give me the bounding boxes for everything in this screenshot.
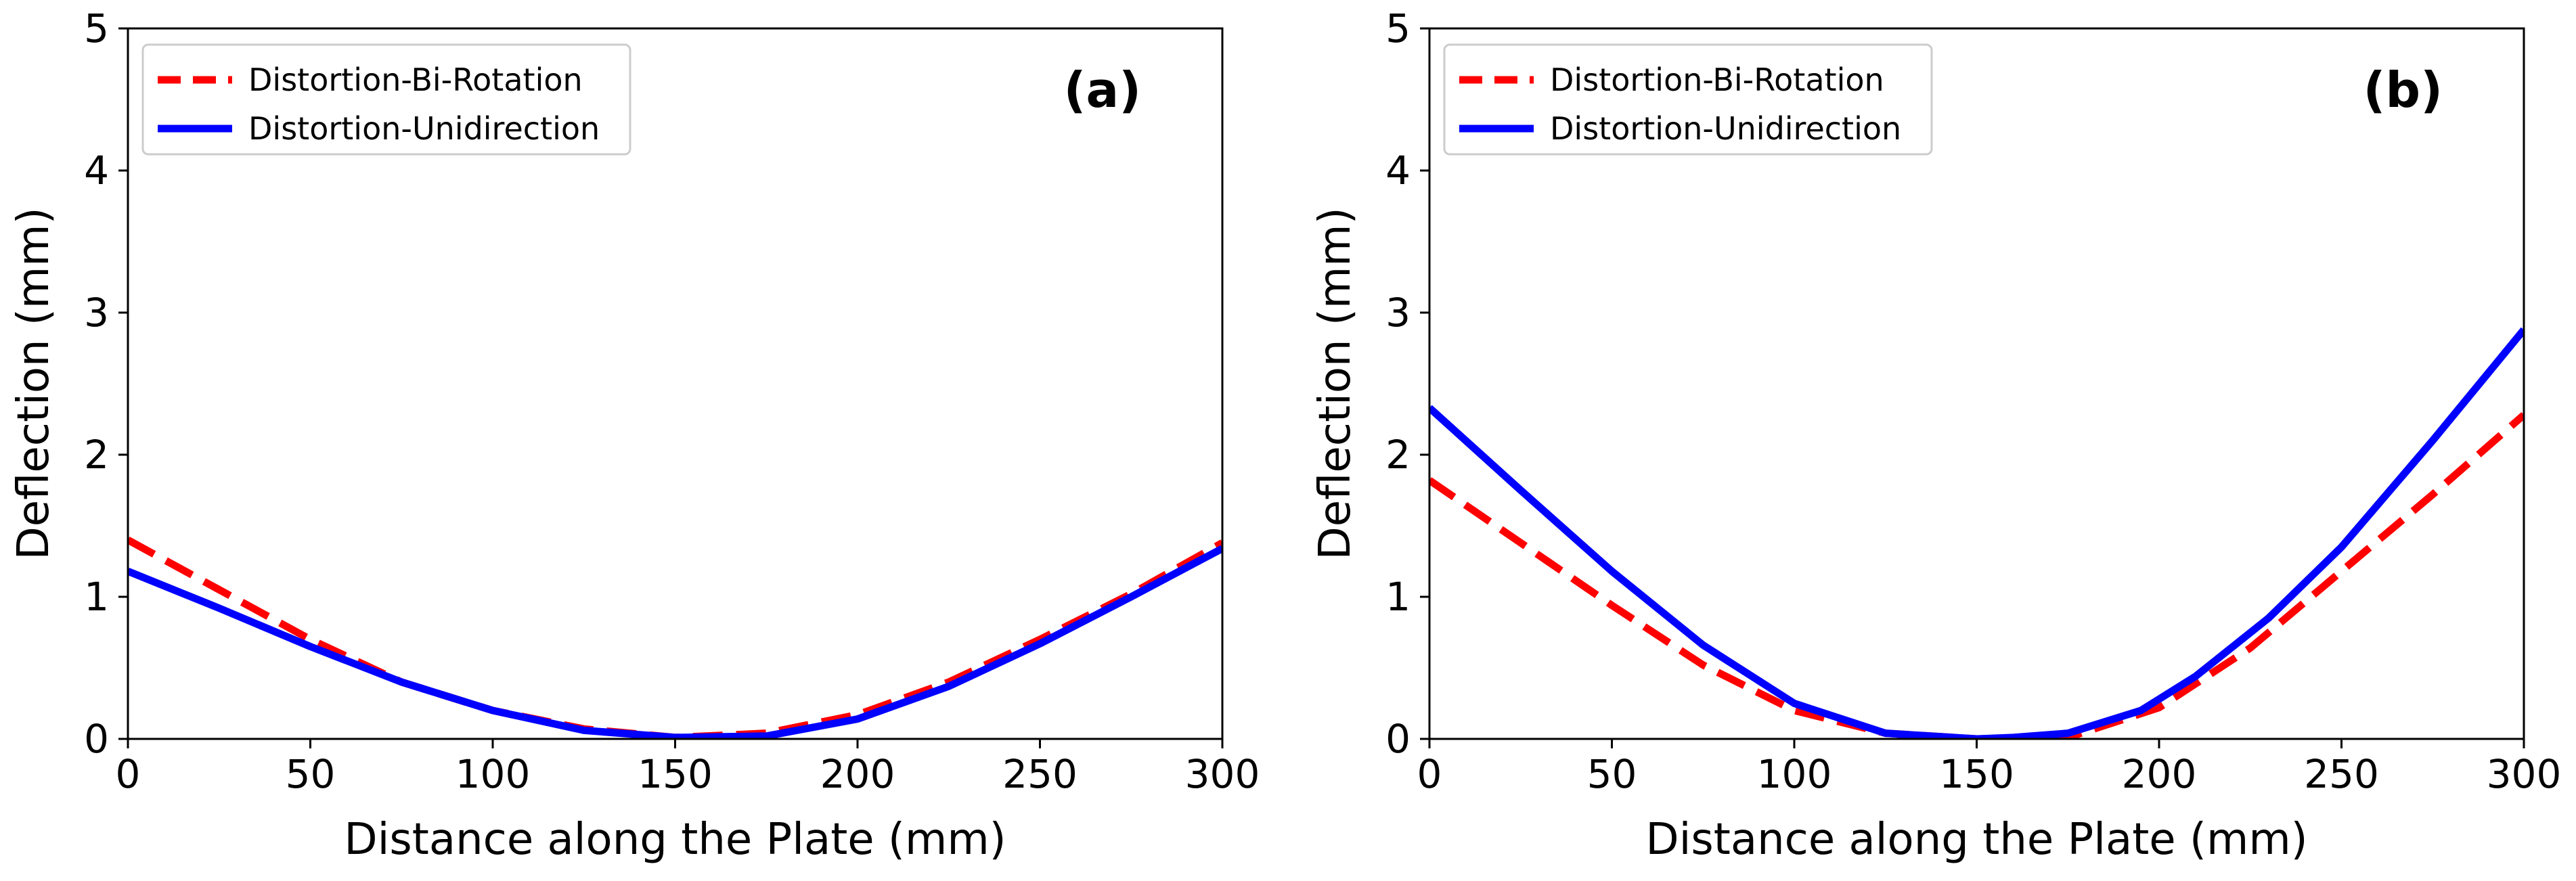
panel-label: (a) [1064,62,1141,118]
x-tick-label: 200 [820,751,895,797]
y-tick-label: 2 [84,432,109,478]
y-tick-label: 2 [1385,432,1411,478]
x-tick-label: 50 [1587,751,1637,797]
x-tick-label: 0 [116,751,141,797]
x-tick-label: 150 [638,751,713,797]
y-tick-label: 3 [84,290,109,336]
y-tick-label: 4 [1385,148,1411,194]
y-tick-label: 3 [1385,290,1411,336]
legend-box [141,43,631,156]
x-tick-label: 50 [286,751,336,797]
y-tick-label: 1 [84,574,109,620]
legend-box [1443,43,1933,156]
x-tick-label: 100 [456,751,531,797]
legend-label: Distortion-Unidirection [1550,110,1901,147]
y-tick-label: 0 [84,716,109,762]
series-line-unidirection [1429,327,2524,739]
y-tick-label: 0 [1385,716,1411,762]
legend-label: Distortion-Unidirection [248,110,600,147]
x-tick-label: 250 [1002,751,1078,797]
legend: Distortion-Bi-Rotation Distortion-Unidire… [141,43,631,156]
chart-panel-a: 0 50 100 150 200 250 300 0 1 2 3 4 5 Distance along t… [9,5,1260,865]
y-axis-label: Deflection (mm) [9,207,59,560]
y-tick-label: 4 [84,148,109,194]
x-tick-label: 300 [2487,751,2562,797]
y-tick-label: 5 [1385,5,1411,51]
x-tick-label: 200 [2122,751,2197,797]
chart-panel-b: 0 50 100 150 200 250 300 0 1 2 3 4 5 Distance along t… [1310,5,2561,865]
y-axis-label: Deflection (mm) [1310,207,1360,560]
y-tick-label: 1 [1385,574,1411,620]
panel-label: (b) [2363,62,2443,118]
legend-label: Distortion-Bi-Rotation [1550,62,1884,98]
x-tick-label: 100 [1757,751,1832,797]
series-line-bi-rotation [1429,412,2524,739]
x-tick-label: 0 [1417,751,1442,797]
x-tick-label: 300 [1185,751,1260,797]
x-axis-label: Distance along the Plate (mm) [344,815,1006,865]
y-tick-label: 5 [84,5,109,51]
x-tick-label: 250 [2304,751,2379,797]
x-axis-label: Distance along the Plate (mm) [1645,815,2307,865]
legend-label: Distortion-Bi-Rotation [248,62,583,98]
legend: Distortion-Bi-Rotation Distortion-Unidire… [1443,43,1933,156]
x-tick-label: 150 [1939,751,2014,797]
series-line-unidirection [128,545,1222,739]
